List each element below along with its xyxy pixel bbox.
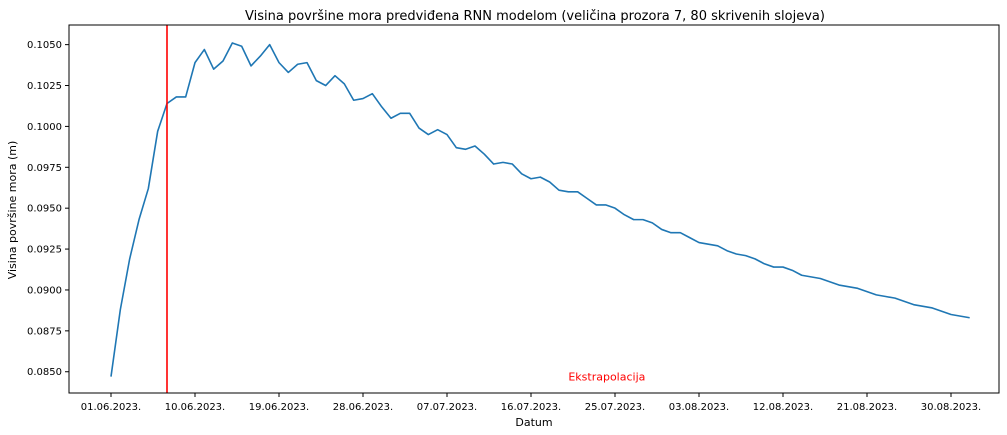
x-axis-ticks: 01.06.2023. 10.06.2023. 19.06.2023. 28.06.2… [81, 393, 981, 413]
x-tick-label: 03.08.2023. [669, 402, 729, 413]
y-tick-label: 0.0875 [27, 326, 62, 337]
x-tick-label: 19.06.2023. [249, 402, 309, 413]
x-tick-label: 10.06.2023. [165, 402, 225, 413]
x-axis-label: Datum [515, 416, 552, 429]
x-tick-label: 28.06.2023. [333, 402, 393, 413]
y-tick-label: 0.1000 [27, 122, 62, 133]
x-tick-label: 07.07.2023. [417, 402, 477, 413]
y-axis-label: Visina površine mora (m) [6, 141, 19, 280]
extrapolation-annotation: Ekstrapolacija [568, 371, 645, 384]
series-line [110, 42, 970, 377]
y-tick-label: 0.0950 [27, 204, 62, 215]
chart-title: Visina površine mora predviđena RNN mode… [245, 9, 825, 24]
x-tick-label: 01.06.2023. [81, 402, 141, 413]
y-tick-label: 0.1025 [27, 81, 62, 92]
x-tick-label: 12.08.2023. [753, 402, 813, 413]
x-tick-label: 16.07.2023. [501, 402, 561, 413]
x-tick-label: 25.07.2023. [585, 402, 645, 413]
plot-area: Ekstrapolacija [110, 25, 970, 393]
y-axis-ticks: 0.0850 0.0875 0.0900 0.0925 0.0950 0.0975 0.10… [27, 40, 69, 378]
x-tick-label: 30.08.2023. [921, 402, 981, 413]
x-tick-label: 21.08.2023. [837, 402, 897, 413]
y-tick-label: 0.0850 [27, 367, 62, 378]
y-tick-label: 0.0975 [27, 163, 62, 174]
y-tick-label: 0.0925 [27, 245, 62, 256]
y-tick-label: 0.0900 [27, 285, 62, 296]
y-tick-label: 0.1050 [27, 40, 62, 51]
plot-frame [68, 24, 1000, 394]
